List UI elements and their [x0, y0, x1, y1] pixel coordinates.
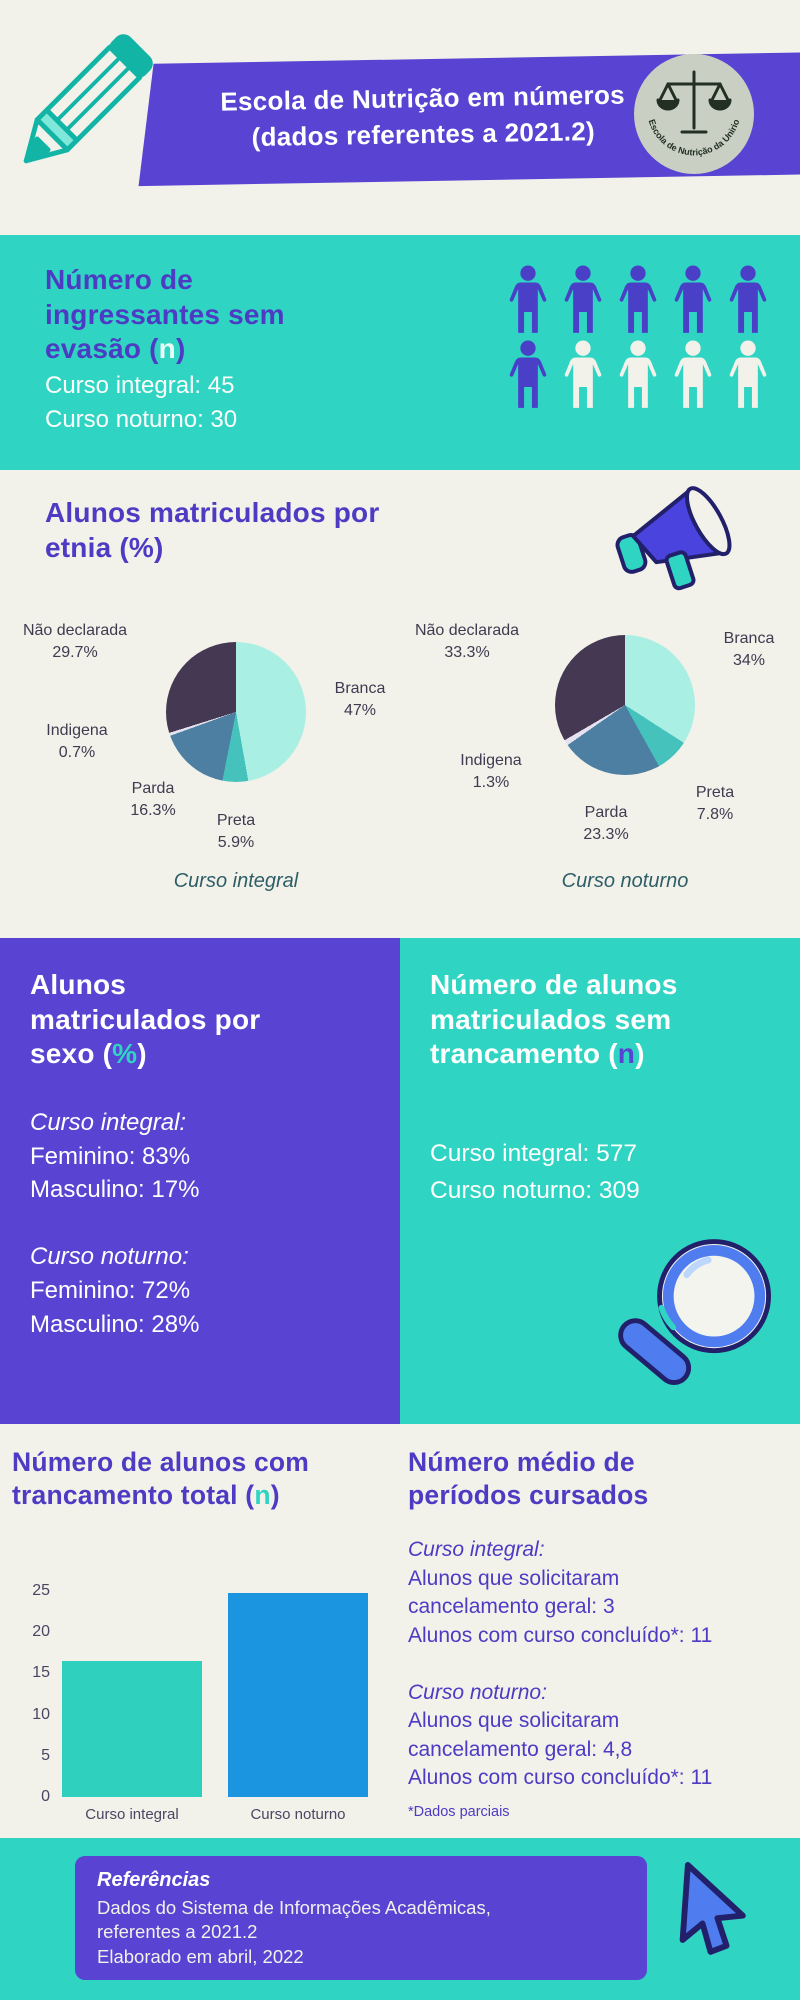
- pie-caption-curso-noturno: Curso noturno: [561, 870, 689, 892]
- ingressantes-section: Número de ingressantes sem evasão (n) Cu…: [0, 235, 800, 470]
- references-title: Referências: [97, 1869, 211, 1891]
- x-label-curso-noturno: Curso noturno: [250, 1806, 346, 1823]
- sexo-values: Curso integral: Feminino: 83% Masculino:…: [30, 1109, 200, 1338]
- slice-value: 16.3%: [130, 801, 176, 819]
- slice-name: Parda: [584, 804, 628, 821]
- sexo-panel: Alunos matriculados por sexo (%) Curso i…: [0, 938, 400, 1424]
- bar-chart-x-axis: Curso integral Curso noturno: [62, 1806, 368, 1823]
- y-tick: 25: [32, 1582, 50, 1599]
- person-icon: [725, 265, 771, 335]
- pie-label-branca: Branca 47%: [305, 678, 415, 721]
- split-section: Alunos matriculados por sexo (%) Curso i…: [0, 938, 800, 1424]
- slice-name: Branca: [723, 630, 775, 647]
- slice-name: Indigena: [46, 722, 108, 739]
- pie-label-preta: Preta 5.9%: [181, 810, 291, 853]
- slice-value: 29.7%: [52, 643, 98, 661]
- x-label-curso-integral: Curso integral: [85, 1806, 179, 1823]
- slice-name: Parda: [131, 780, 175, 797]
- bar-curso-integral: [62, 1661, 202, 1797]
- slice-name: Preta: [216, 812, 256, 829]
- slice-name: Branca: [334, 680, 386, 697]
- periodos-values: Curso integral: Alunos que solicitaram c…: [408, 1538, 713, 1790]
- school-logo: Escola de Nutrição da Unirio: [634, 54, 754, 174]
- header-section: Escola de Nutrição em números (dados ref…: [0, 0, 800, 235]
- bar-curso-noturno: [228, 1592, 368, 1797]
- slice-value: 7.8%: [696, 805, 734, 823]
- periodos-title: Número médio de períodos cursados: [408, 1447, 649, 1510]
- pie-label-parda: Parda 23.3%: [551, 802, 661, 845]
- pie-label-indigena: Indigena 0.7%: [22, 720, 132, 763]
- sem-trancamento-panel: Número de alunos matriculados sem tranca…: [400, 938, 800, 1424]
- slice-name: Preta: [695, 784, 735, 801]
- pie-caption-curso-integral: Curso integral: [173, 870, 299, 892]
- person-icon: [670, 340, 716, 410]
- person-icon: [560, 265, 606, 335]
- y-tick: 20: [32, 1623, 50, 1641]
- etnia-title: Alunos matriculados por etnia (%): [45, 497, 380, 563]
- slice-value: 5.9%: [217, 833, 255, 851]
- slice-value: 34%: [732, 651, 766, 669]
- person-icon: [560, 340, 606, 410]
- pie-label-indigena: Indigena 1.3%: [436, 750, 546, 793]
- y-tick: 10: [32, 1705, 50, 1723]
- trancamento-total-title: Número de alunos com trancamento total (…: [12, 1447, 310, 1510]
- periodos-footnote: *Dados parciais: [408, 1804, 510, 1820]
- pie-label-preta: Preta 7.8%: [660, 782, 770, 825]
- slice-value: 23.3%: [583, 825, 629, 843]
- pie-chart-curso-integral: [166, 642, 306, 782]
- slice-name: Não declarada: [22, 622, 128, 639]
- pie-chart-curso-noturno: [555, 635, 695, 775]
- scales-icon: [656, 70, 732, 134]
- megaphone-icon: [612, 484, 732, 591]
- pencil-icon: [23, 34, 153, 164]
- people-pictogram: [505, 265, 771, 415]
- person-icon: [615, 340, 661, 410]
- pie-label-parda: Parda 16.3%: [98, 778, 208, 821]
- pie-label-nao-declarada: Não declarada 33.3%: [392, 620, 542, 663]
- pie-label-nao-declarada: Não declarada 29.7%: [0, 620, 150, 663]
- slice-value: 47%: [343, 701, 377, 719]
- y-tick: 15: [32, 1664, 50, 1682]
- sem-trancamento-values: Curso integral: 577 Curso noturno: 309: [430, 1140, 640, 1204]
- y-tick: 0: [41, 1787, 50, 1805]
- slice-name: Não declarada: [414, 622, 520, 639]
- person-icon: [670, 265, 716, 335]
- magnifier-icon: [618, 1239, 772, 1385]
- references-text: Dados do Sistema de Informações Acadêmic…: [97, 1897, 491, 1967]
- slice-value: 0.7%: [58, 743, 96, 761]
- charts-section: Número de alunos com trancamento total (…: [0, 1424, 800, 1838]
- bar-chart-y-axis: 25 20 15 10 5 0: [8, 1581, 50, 1807]
- etnia-section: Alunos matriculados por etnia (%) Não de…: [0, 470, 800, 938]
- sexo-title: Alunos matriculados por sexo (%): [30, 969, 261, 1070]
- ingressantes-title: Número de ingressantes sem evasão (n): [45, 264, 285, 365]
- slice-value: 1.3%: [472, 773, 510, 791]
- ingressantes-values: Curso integral: 45 Curso noturno: 30: [45, 372, 238, 434]
- bar-chart-plot: [62, 1591, 368, 1797]
- cursor-icon: [655, 1856, 746, 1955]
- y-tick: 5: [41, 1746, 50, 1764]
- person-icon: [725, 340, 771, 410]
- sem-trancamento-title: Número de alunos matriculados sem tranca…: [430, 969, 678, 1070]
- person-icon: [615, 265, 661, 335]
- slice-name: Indigena: [460, 752, 522, 769]
- person-icon: [505, 340, 551, 410]
- pie-label-branca: Branca 34%: [702, 628, 796, 671]
- footer-section: Referências Dados do Sistema de Informaç…: [0, 1838, 800, 2000]
- person-icon: [505, 265, 551, 335]
- references-box: Referências Dados do Sistema de Informaç…: [75, 1856, 647, 1980]
- slice-value: 33.3%: [444, 643, 490, 661]
